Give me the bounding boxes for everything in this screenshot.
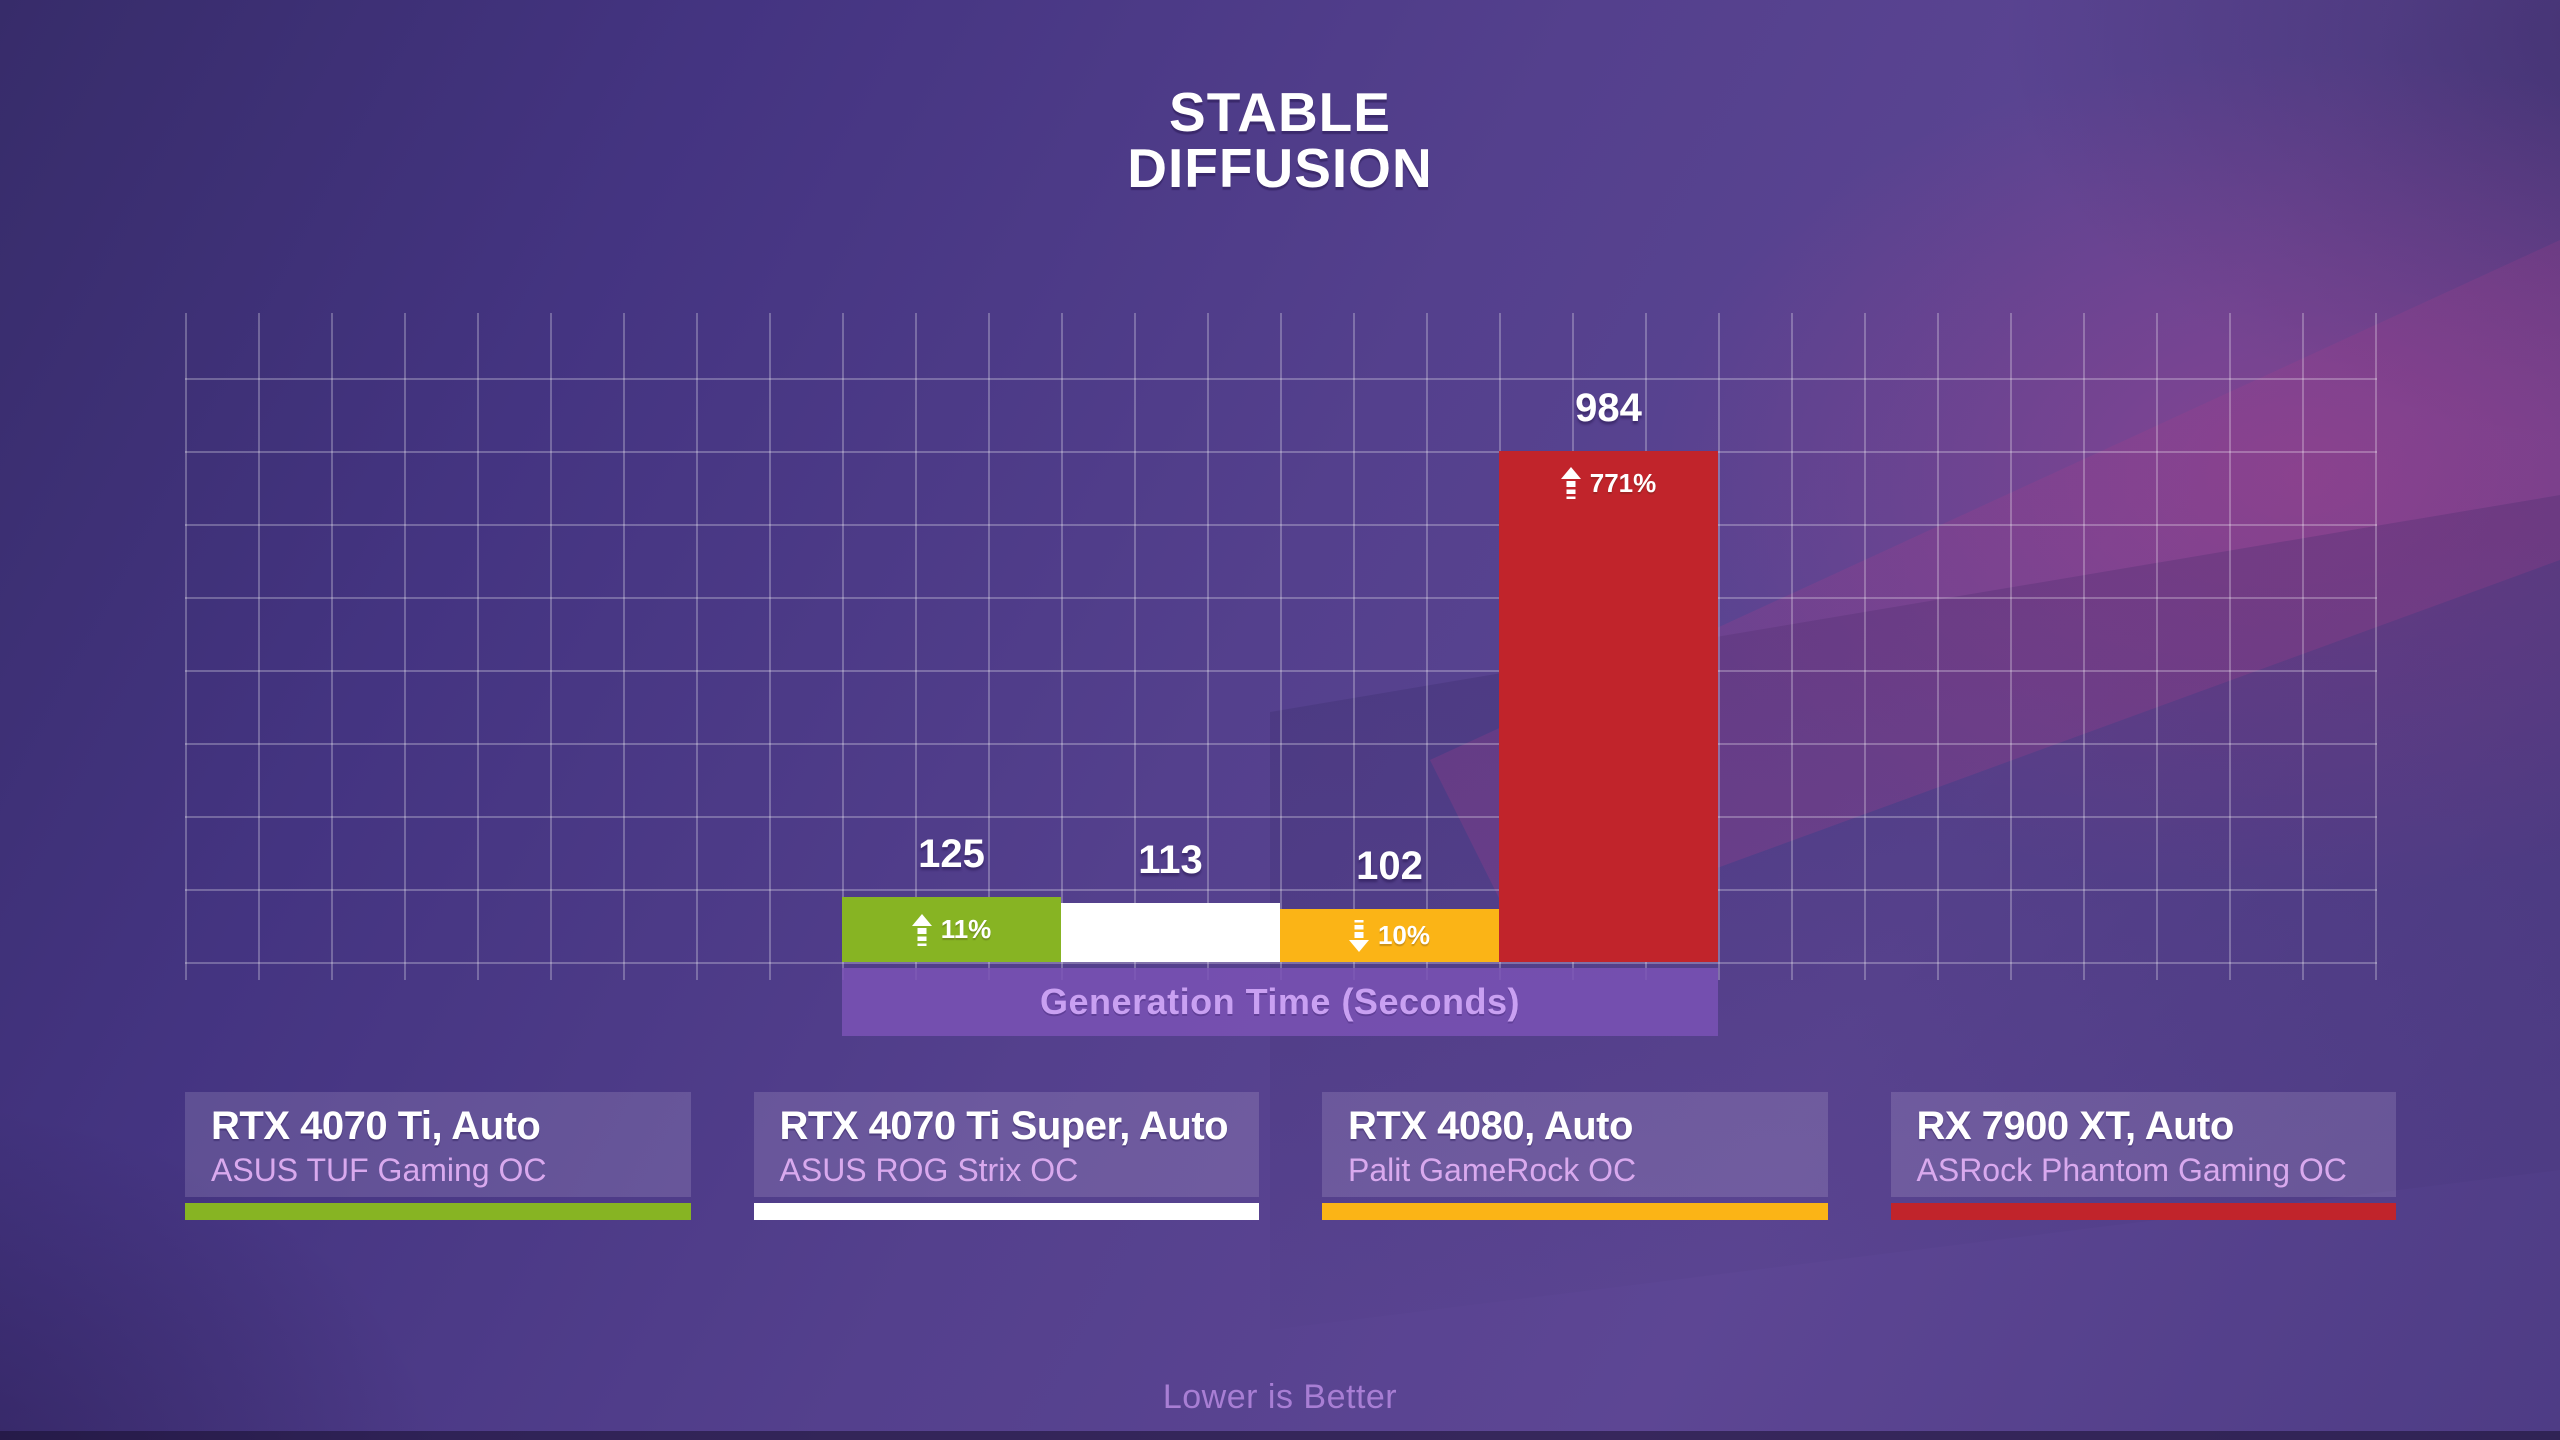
- chart-gridlines-horizontal: [185, 378, 2377, 966]
- bar-value-label: 984: [1575, 386, 1642, 430]
- gpu-name: RTX 4080, Auto: [1348, 1104, 1633, 1148]
- delta-badge: 10%: [1280, 919, 1499, 952]
- chart-bar: [1061, 903, 1280, 962]
- delta-value: 10%: [1377, 920, 1431, 950]
- legend-card-body: RTX 4070 Ti, Auto ASUS TUF Gaming OC: [185, 1092, 691, 1197]
- legend-card-body: RX 7900 XT, Auto ASRock Phantom Gaming OC: [1890, 1092, 2396, 1197]
- legend-card: RTX 4070 Ti Super, Auto ASUS ROG Strix OC: [753, 1092, 1259, 1220]
- delta-value: 11%: [940, 914, 992, 944]
- gpu-name: RTX 4070 Ti Super, Auto: [779, 1104, 1229, 1148]
- card-model-name: ASRock Phantom Gaming OC: [1916, 1152, 2347, 1188]
- gpu-name: RX 7900 XT, Auto: [1916, 1104, 2235, 1148]
- bar-value-label: 125: [918, 832, 985, 876]
- page-title-line2: DIFFUSION: [1127, 137, 1433, 199]
- arrow-down-icon: [1348, 919, 1369, 952]
- chart-bar: 10%: [1280, 909, 1499, 962]
- legend-card-body: RTX 4080, Auto Palit GameRock OC: [1322, 1092, 1828, 1197]
- delta-value: 771%: [1589, 467, 1657, 498]
- legend-color-strip: [185, 1203, 691, 1220]
- legend: RTX 4070 Ti, Auto ASUS TUF Gaming OC RTX 4…: [185, 1092, 2396, 1220]
- chart-bar: 771%: [1499, 451, 1718, 962]
- legend-card: RTX 4080, Auto Palit GameRock OC: [1322, 1092, 1828, 1220]
- arrow-up-icon: [911, 913, 932, 946]
- legend-card: RTX 4070 Ti, Auto ASUS TUF Gaming OC: [185, 1092, 691, 1220]
- delta-badge: 11%: [842, 913, 1061, 946]
- x-axis-label-band: Generation Time (Seconds): [842, 968, 1718, 1036]
- gpu-name: RTX 4070 Ti, Auto: [211, 1104, 541, 1148]
- page-title: STABLE DIFFUSION: [0, 84, 2560, 196]
- legend-card: RX 7900 XT, Auto ASRock Phantom Gaming OC: [1890, 1092, 2396, 1220]
- legend-color-strip: [753, 1203, 1259, 1220]
- card-model-name: Palit GameRock OC: [1348, 1152, 1637, 1188]
- bar-value-label: 102: [1356, 844, 1423, 888]
- x-axis-label: Generation Time (Seconds): [1040, 981, 1520, 1022]
- chart-bar: 11%: [842, 897, 1061, 962]
- legend-color-strip: [1322, 1203, 1828, 1220]
- bottom-edge-strip: [0, 1431, 2560, 1440]
- card-model-name: ASUS TUF Gaming OC: [211, 1152, 547, 1188]
- footnote: Lower is Better: [1162, 1378, 1398, 1416]
- bar-chart: 11% 125 113 10% 102 771% 984: [842, 386, 1718, 962]
- legend-card-body: RTX 4070 Ti Super, Auto ASUS ROG Strix OC: [753, 1092, 1259, 1197]
- arrow-up-icon: [1560, 467, 1581, 499]
- chart-gridlines-vertical: [185, 313, 2377, 980]
- card-model-name: ASUS ROG Strix OC: [779, 1152, 1079, 1188]
- bar-value-label: 113: [1138, 838, 1203, 882]
- page-title-line1: STABLE: [1169, 81, 1391, 143]
- delta-badge: 771%: [1499, 467, 1718, 499]
- legend-color-strip: [1890, 1203, 2396, 1220]
